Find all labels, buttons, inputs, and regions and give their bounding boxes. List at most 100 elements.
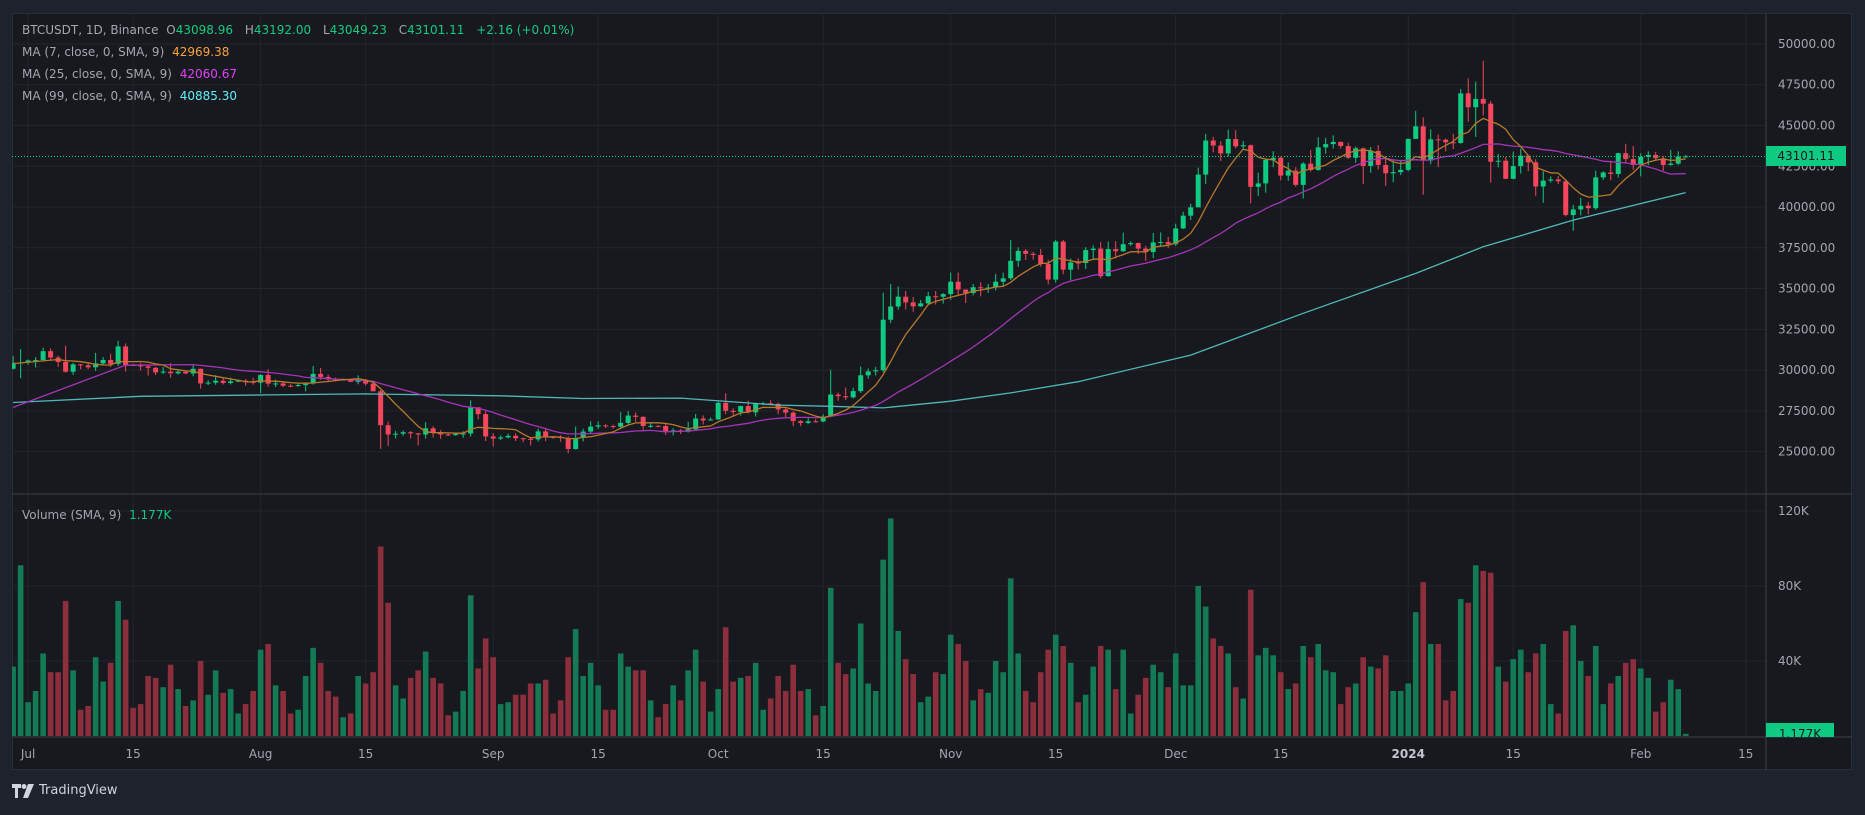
volume-bar [782, 690, 789, 736]
volume-bar [610, 709, 616, 736]
volume-bar [812, 715, 819, 736]
tradingview-logo[interactable]: TradingView [12, 783, 118, 798]
candle [1330, 135, 1336, 149]
ma7-line [13, 117, 1686, 440]
volume-bar [1375, 668, 1382, 736]
volume-bar [1667, 679, 1674, 736]
candle [888, 283, 894, 323]
candle-body [1315, 147, 1321, 171]
volume-bar [1030, 702, 1036, 736]
time-tick-label: Sep [482, 747, 505, 761]
candle-body [1083, 250, 1089, 263]
candle [1623, 143, 1629, 164]
candle [1090, 245, 1096, 260]
candle-body [445, 434, 451, 436]
candle-body [730, 410, 736, 412]
candle [858, 366, 864, 393]
volume-bar [925, 696, 931, 736]
volume-bar [1307, 657, 1314, 736]
candle [618, 411, 624, 430]
volume-bar [400, 698, 406, 736]
volume-bar [385, 602, 391, 736]
volume-bar [227, 689, 234, 736]
candle [1390, 159, 1396, 183]
volume-bar [1442, 700, 1449, 736]
candle [468, 400, 474, 437]
volume-axis[interactable]: 120K 80K 40K [1778, 504, 1810, 668]
candle-body [1030, 253, 1036, 255]
candle-body [48, 351, 54, 358]
candle-body [378, 391, 384, 426]
tradingview-logo-icon [12, 783, 34, 798]
candle-body [115, 346, 121, 364]
volume-bar [1412, 612, 1419, 736]
candle-body [655, 425, 661, 427]
candle-body [1038, 254, 1044, 265]
symbol-title[interactable]: BTCUSDT, 1D, Binance [22, 23, 159, 37]
volume-bar [220, 692, 226, 736]
volume-bar [752, 662, 759, 736]
volume-bar [1570, 625, 1577, 736]
candle-body [1563, 181, 1569, 216]
time-axis[interactable]: Jul 15 Aug 15 Sep 15 Oct 15 Nov 15 Dec 15 2024 15 Feb 1… [20, 747, 1754, 761]
candle-body [610, 426, 616, 428]
volume-bar [242, 704, 249, 736]
candle [1323, 137, 1329, 154]
candle-body [1240, 145, 1246, 147]
volume-bar [1645, 677, 1652, 736]
volume-bar [1420, 582, 1427, 736]
candle [310, 366, 316, 385]
volume-bar [1007, 578, 1014, 736]
volume-bar [947, 634, 954, 736]
candle [1030, 251, 1036, 260]
candle-body [1060, 241, 1066, 270]
candle-body [888, 306, 894, 320]
candle [1068, 258, 1074, 281]
volume-bar [137, 704, 144, 736]
volume-bar [790, 664, 796, 736]
candle-body [1203, 140, 1209, 175]
candle [1158, 232, 1164, 247]
volume-bar [1322, 670, 1329, 736]
candle [33, 357, 39, 368]
candle-body [1053, 241, 1059, 280]
volume-bar [760, 709, 766, 736]
candle-body [903, 296, 909, 303]
candle [1263, 158, 1269, 193]
volume-bar [602, 709, 609, 736]
volume-bar [542, 679, 549, 736]
volume-bar [1150, 664, 1157, 736]
candle [55, 355, 61, 367]
volume-bar [1000, 672, 1006, 736]
volume-legend[interactable]: Volume (SMA, 9) 1.177K [22, 505, 175, 526]
volume-bar [145, 675, 151, 736]
ma99-value: 40885.30 [179, 89, 237, 103]
candle-body [1428, 139, 1434, 161]
volume-bar [430, 677, 436, 736]
candle-body [1390, 172, 1396, 174]
volume-bar [460, 690, 466, 736]
volume-bar [287, 713, 294, 736]
ma25-legend[interactable]: MA (25, close, 0, SMA, 9) 42060.67 [22, 64, 241, 85]
volume-bar [880, 559, 886, 736]
candle-body [1398, 169, 1404, 173]
candle-body [1105, 249, 1111, 277]
candle [445, 433, 451, 436]
candle [588, 421, 594, 434]
candle [70, 362, 76, 375]
candle-body [1330, 141, 1336, 145]
candle-body [790, 412, 796, 422]
ma99-label: MA (99, close, 0, SMA, 9) [22, 89, 172, 103]
price-axis[interactable]: 50000.0047500.0045000.0042500.0040000.00… [1778, 37, 1835, 459]
candle-body [828, 394, 834, 417]
volume-bar [1607, 683, 1614, 736]
ma99-legend[interactable]: MA (99, close, 0, SMA, 9) 40885.30 [22, 86, 241, 107]
candle [400, 430, 406, 436]
low-value: 43049.23 [329, 23, 387, 37]
volume-bar [407, 677, 414, 736]
candle-body [168, 371, 174, 374]
ma7-legend[interactable]: MA (7, close, 0, SMA, 9) 42969.38 [22, 42, 233, 63]
volume-bar [265, 644, 271, 736]
volume-bar [707, 711, 714, 736]
